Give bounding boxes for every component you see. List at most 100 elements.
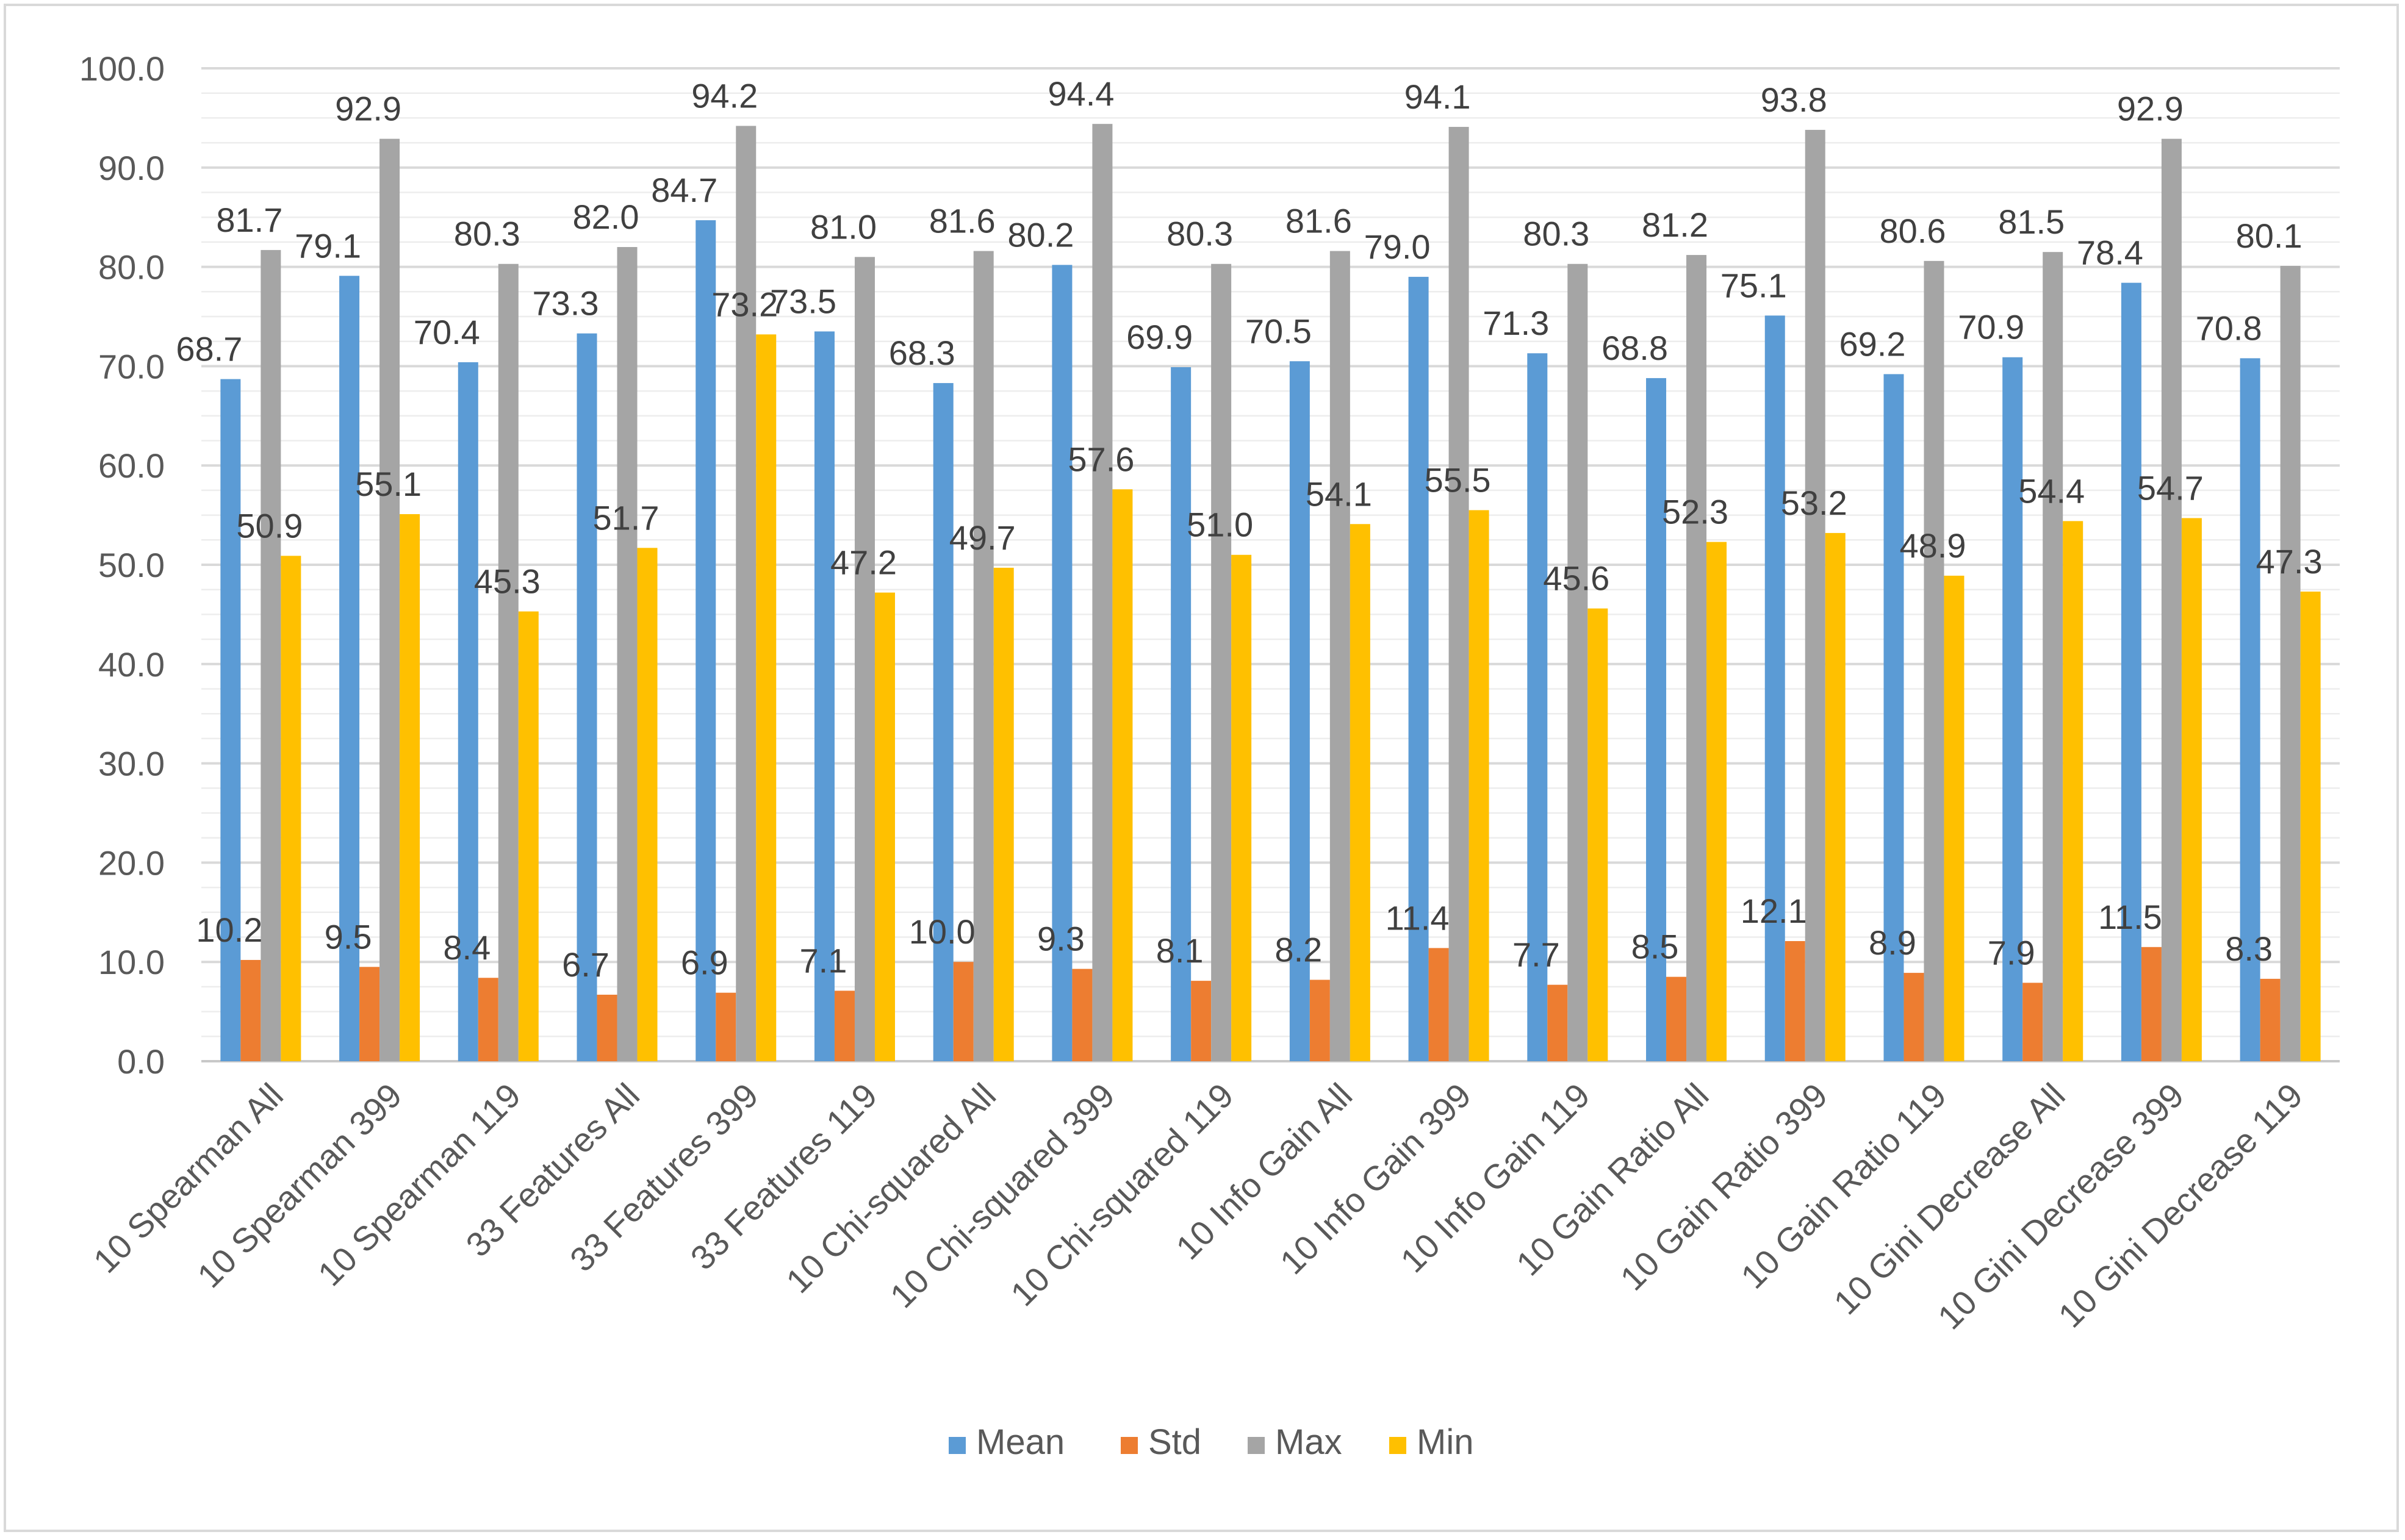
data-label-min: 45.6 xyxy=(1543,559,1609,598)
legend-swatch-std xyxy=(1121,1437,1138,1454)
data-label-std: 8.9 xyxy=(1869,923,1916,962)
bar-max xyxy=(854,257,875,1061)
data-label-mean: 68.8 xyxy=(1602,329,1668,367)
data-label-min: 54.1 xyxy=(1306,475,1372,513)
x-tick-label: 10 Spearman 119 xyxy=(311,1076,528,1293)
bar-std xyxy=(1191,981,1212,1061)
x-tick-label: 10 Chi-squared 399 xyxy=(883,1076,1122,1315)
bar-std xyxy=(716,992,736,1061)
data-label-std: 8.3 xyxy=(2225,929,2273,968)
bar-std xyxy=(597,994,617,1061)
y-tick-label: 80.0 xyxy=(98,248,165,287)
y-tick-label: 50.0 xyxy=(98,546,165,584)
bar-min xyxy=(2300,591,2321,1061)
bar-std xyxy=(1904,973,1924,1061)
bar-mean xyxy=(1646,378,1667,1061)
data-label-std: 8.1 xyxy=(1156,931,1204,970)
data-label-min: 48.9 xyxy=(1899,526,1966,565)
data-label-std: 7.1 xyxy=(800,941,847,980)
bar-mean xyxy=(1883,374,1904,1061)
data-label-mean: 73.3 xyxy=(533,284,599,323)
bar-min xyxy=(993,567,1014,1061)
data-label-std: 9.3 xyxy=(1037,920,1085,958)
bar-max xyxy=(261,249,281,1061)
data-label-min: 50.9 xyxy=(236,506,303,545)
legend-label-mean: Mean xyxy=(976,1422,1065,1462)
data-label-min: 45.3 xyxy=(474,562,541,601)
x-tick-label: 10 Chi-squared 119 xyxy=(1003,1076,1240,1313)
bar-max xyxy=(2043,252,2063,1062)
bar-min xyxy=(756,334,777,1062)
bar-mean xyxy=(2240,358,2260,1061)
data-label-std: 6.7 xyxy=(562,945,609,984)
bar-max xyxy=(379,138,400,1061)
bar-max xyxy=(1924,260,1944,1061)
bar-mean xyxy=(2002,357,2023,1061)
data-label-mean: 69.9 xyxy=(1126,318,1193,356)
data-label-min: 52.3 xyxy=(1662,493,1728,531)
bar-std xyxy=(2260,978,2281,1061)
bar-max xyxy=(1329,251,1350,1061)
bar-min xyxy=(1706,542,1727,1061)
gridlines xyxy=(201,67,2340,1062)
y-axis-ticks: 0.0 10.0 20.0 30.0 40.0 50.0 60.0 70.0 80.0 90.0 1… xyxy=(79,49,165,1081)
x-tick-label: 10 Gini Decrease All xyxy=(1826,1076,2072,1322)
bar-max xyxy=(1092,124,1113,1062)
data-label-min: 55.5 xyxy=(1425,460,1491,499)
bar-min xyxy=(1231,554,1252,1061)
x-tick-label: 10 Gain Ratio 119 xyxy=(1733,1076,1954,1296)
bars xyxy=(220,124,2321,1062)
data-label-max: 94.2 xyxy=(691,76,758,115)
bar-std xyxy=(1309,980,1330,1061)
data-label-max: 81.7 xyxy=(216,201,282,239)
data-label-min: 51.7 xyxy=(593,498,660,537)
bar-std xyxy=(1428,948,1449,1061)
bar-std xyxy=(1547,984,1568,1061)
data-label-mean: 71.3 xyxy=(1483,304,1549,342)
legend-swatch-max xyxy=(1248,1437,1265,1454)
data-label-min: 47.3 xyxy=(2256,542,2323,581)
legend: Mean Std Max Min xyxy=(949,1422,1473,1462)
bar-mean xyxy=(696,220,716,1062)
data-label-max: 80.3 xyxy=(1167,215,1233,253)
bar-max xyxy=(1805,129,1825,1061)
bar-max xyxy=(1448,127,1469,1061)
data-label-max: 81.6 xyxy=(1285,202,1352,240)
bar-max xyxy=(2280,265,2301,1062)
bar-min xyxy=(281,556,301,1061)
data-label-std: 6.9 xyxy=(681,944,728,982)
data-label-max: 92.9 xyxy=(335,90,401,128)
x-tick-label: 10 Spearman 399 xyxy=(190,1076,409,1295)
bar-min xyxy=(637,548,658,1061)
data-label-std: 11.4 xyxy=(1386,898,1450,937)
bar-std xyxy=(2141,947,2162,1061)
data-label-max: 81.6 xyxy=(929,202,996,240)
bar-std xyxy=(1785,941,1805,1061)
data-label-mean: 70.8 xyxy=(2196,309,2262,347)
data-label-max: 80.1 xyxy=(2236,217,2303,255)
bar-mean xyxy=(1764,315,1785,1061)
data-label-mean: 79.0 xyxy=(1364,227,1431,266)
bar-std xyxy=(1072,969,1093,1061)
bar-max xyxy=(2161,138,2182,1061)
data-label-std: 7.9 xyxy=(1988,933,2035,972)
data-label-std: 10.2 xyxy=(196,911,262,949)
data-label-max: 80.6 xyxy=(1879,212,1946,250)
data-label-max: 94.1 xyxy=(1404,77,1471,116)
bar-mean xyxy=(1527,353,1548,1061)
bar-min xyxy=(1469,510,1489,1061)
bar-std xyxy=(1666,976,1687,1061)
data-label-mean: 70.9 xyxy=(1958,308,2024,346)
bar-min xyxy=(874,592,895,1061)
y-tick-label: 10.0 xyxy=(98,943,165,981)
data-label-min: 51.0 xyxy=(1187,506,1253,544)
bar-min xyxy=(1825,532,1846,1061)
bar-mean xyxy=(1408,276,1429,1061)
legend-swatch-mean xyxy=(949,1437,966,1454)
data-label-max: 81.2 xyxy=(1642,206,1708,244)
data-label-mean: 84.7 xyxy=(651,171,717,209)
bar-std xyxy=(834,990,855,1061)
bar-mean xyxy=(458,362,478,1062)
y-tick-label: 30.0 xyxy=(98,745,165,783)
